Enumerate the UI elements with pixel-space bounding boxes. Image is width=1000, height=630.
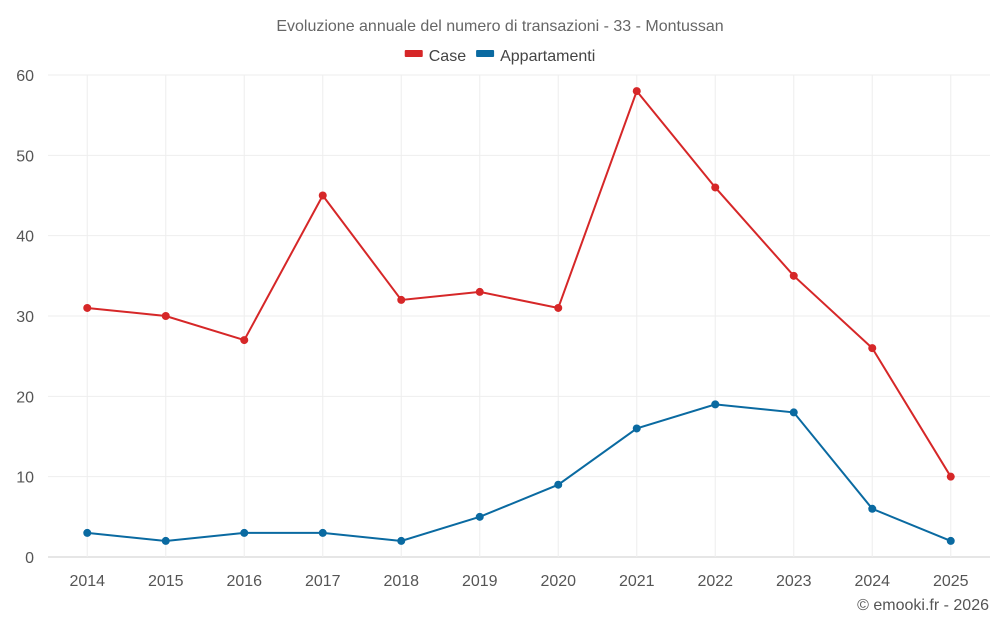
legend-swatch: [404, 50, 423, 57]
data-point[interactable]: [318, 191, 327, 200]
data-point[interactable]: [554, 303, 563, 312]
x-tick-label: 2020: [540, 573, 576, 590]
legend-item[interactable]: Appartamenti: [476, 48, 595, 65]
credit-text: © emooki.fr - 2026: [857, 597, 989, 614]
series-layer: [83, 87, 955, 545]
data-point[interactable]: [554, 480, 563, 489]
data-point[interactable]: [632, 87, 641, 96]
axes: 0 10 20 30 40 50 60 2014 2015 2016 2017 2018 2019 202…: [16, 68, 968, 590]
data-point[interactable]: [946, 472, 955, 481]
data-point[interactable]: [83, 528, 92, 537]
data-point[interactable]: [789, 271, 798, 280]
data-point[interactable]: [711, 400, 720, 409]
x-tick-label: 2019: [462, 573, 498, 590]
y-tick-label: 20: [16, 389, 34, 406]
x-tick-label: 2016: [226, 573, 262, 590]
series-case: [83, 87, 955, 481]
data-point[interactable]: [789, 408, 798, 417]
data-point[interactable]: [240, 336, 249, 345]
data-point[interactable]: [240, 528, 249, 537]
legend-item[interactable]: Case: [404, 48, 466, 65]
series-line: [87, 89, 952, 478]
data-point[interactable]: [397, 295, 406, 304]
y-tick-label: 0: [25, 550, 34, 567]
x-tick-label: 2014: [69, 573, 105, 590]
data-point[interactable]: [161, 312, 170, 320]
y-tick-label: 40: [16, 229, 34, 246]
data-point[interactable]: [632, 424, 641, 433]
data-point[interactable]: [711, 183, 720, 192]
legend-swatch: [476, 50, 495, 57]
y-tick-label: 60: [16, 68, 34, 85]
data-point[interactable]: [868, 344, 877, 353]
y-tick-label: 10: [16, 470, 34, 487]
x-tick-label: 2021: [619, 573, 655, 590]
data-point[interactable]: [161, 536, 170, 545]
x-tick-label: 2025: [933, 573, 969, 590]
y-tick-label: 50: [16, 148, 34, 165]
data-point[interactable]: [946, 536, 955, 545]
data-point[interactable]: [397, 536, 406, 545]
series-appartamenti: [83, 400, 955, 545]
data-point[interactable]: [318, 528, 327, 537]
data-point[interactable]: [475, 512, 484, 521]
chart-title: Evoluzione annuale del numero di transaz…: [276, 18, 723, 35]
data-point[interactable]: [475, 287, 484, 296]
x-tick-label: 2023: [776, 573, 812, 590]
y-tick-label: 30: [16, 309, 34, 326]
data-point[interactable]: [83, 303, 92, 312]
x-tick-label: 2015: [148, 573, 184, 590]
x-tick-label: 2018: [383, 573, 419, 590]
data-point[interactable]: [868, 504, 877, 513]
legend-label: Appartamenti: [500, 48, 595, 65]
x-tick-label: 2022: [697, 573, 733, 590]
x-tick-label: 2017: [305, 573, 341, 590]
legend-label: Case: [429, 48, 466, 65]
legend: Case Appartamenti: [404, 48, 595, 65]
x-tick-label: 2024: [854, 573, 890, 590]
grid: [48, 74, 990, 558]
series-line: [87, 403, 952, 542]
